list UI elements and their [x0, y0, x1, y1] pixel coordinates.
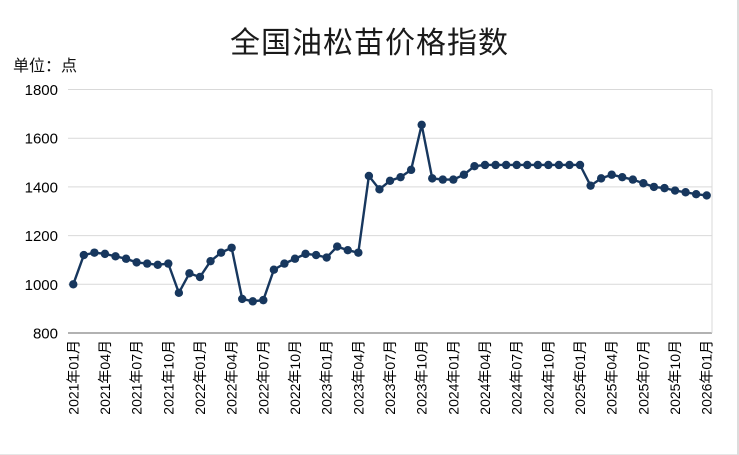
data-point-marker: [501, 160, 511, 170]
data-point-marker: [565, 160, 574, 170]
data-point-marker: [100, 249, 110, 259]
data-point-marker: [206, 256, 215, 266]
data-point-marker: [396, 172, 405, 182]
y-axis-tick-label: 1400: [25, 179, 58, 196]
data-point-marker: [406, 165, 416, 175]
data-point-marker: [90, 248, 99, 257]
data-point-marker: [596, 174, 606, 183]
data-point-marker: [111, 252, 120, 261]
data-point-marker: [417, 120, 426, 130]
data-point-marker: [449, 175, 458, 184]
data-point-marker: [248, 297, 257, 306]
data-point-marker: [512, 160, 521, 170]
data-point-marker: [681, 188, 690, 197]
data-point-marker: [691, 190, 701, 199]
data-point-marker: [343, 246, 352, 255]
x-axis-tick-label: 2023年04月: [350, 340, 366, 415]
data-point-marker: [639, 179, 648, 188]
x-axis-tick-label: 2022年07月: [255, 340, 271, 415]
x-axis-tick-label: 2024年10月: [540, 340, 556, 415]
data-point-marker: [491, 160, 500, 170]
x-axis-tick-label: 2021年10月: [160, 340, 176, 415]
data-point-marker: [618, 172, 627, 182]
data-point-marker: [375, 185, 384, 194]
x-axis-tick-label: 2026年01月: [699, 340, 715, 415]
x-axis-tick-label: 2024年04月: [477, 340, 493, 415]
y-axis-tick-label: 1600: [25, 131, 58, 148]
price-index-line: [72, 123, 708, 303]
data-point-marker: [702, 191, 711, 200]
data-point-marker: [333, 242, 342, 251]
data-point-marker: [480, 160, 490, 170]
data-point-marker: [174, 288, 184, 298]
data-point-marker: [385, 176, 395, 186]
x-axis-tick-label: 2025年04月: [604, 340, 620, 415]
y-axis-tick-label: 1200: [25, 228, 58, 245]
x-axis-tick-label: 2025年10月: [667, 340, 683, 415]
data-point-marker: [586, 181, 595, 190]
x-axis-tick-label: 2021年07月: [129, 340, 145, 415]
data-point-marker: [301, 249, 310, 259]
data-point-marker: [533, 160, 543, 170]
data-point-marker: [69, 280, 78, 289]
x-axis-tick-label: 2023年10月: [414, 340, 430, 415]
data-point-marker: [523, 160, 532, 170]
data-point-marker: [164, 259, 173, 268]
data-point-marker: [459, 170, 469, 179]
data-point-marker: [607, 170, 616, 179]
data-point-marker: [649, 182, 659, 192]
data-point-marker: [544, 160, 553, 170]
data-point-marker: [280, 259, 289, 268]
data-point-marker: [470, 162, 479, 171]
y-axis-unit-label: 单位：点: [13, 58, 78, 75]
data-point-marker: [237, 294, 247, 304]
data-point-marker: [311, 250, 321, 260]
data-point-marker: [575, 160, 585, 170]
data-point-marker: [227, 243, 236, 252]
x-axis-tick-label: 2022年01月: [192, 340, 208, 415]
x-axis-tick-label: 2021年01月: [65, 340, 81, 415]
chart-title: 全国油松苗价格指数: [230, 27, 509, 60]
x-axis-tick-label: 2023年01月: [319, 340, 335, 415]
data-point-marker: [364, 171, 374, 181]
data-point-marker: [216, 248, 226, 257]
y-axis-tick-label: 800: [33, 326, 58, 343]
data-point-marker: [428, 174, 437, 183]
data-point-marker: [259, 295, 268, 305]
data-point-marker: [290, 254, 300, 263]
data-point-marker: [322, 253, 331, 262]
x-axis-tick-label: 2022年10月: [287, 340, 303, 415]
y-axis-tick-label: 1800: [25, 82, 58, 99]
data-point-marker: [132, 258, 141, 267]
x-axis-tick-label: 2023年07月: [382, 340, 398, 415]
y-axis-tick-label: 1000: [25, 277, 58, 294]
x-axis-tick-label: 2024年07月: [509, 340, 525, 415]
x-axis-tick-label: 2025年07月: [635, 340, 651, 415]
data-point-marker: [121, 254, 131, 263]
data-point-marker: [354, 248, 363, 257]
data-point-marker: [195, 272, 205, 282]
data-point-marker: [554, 160, 564, 170]
x-axis-tick-label: 2025年01月: [572, 340, 588, 415]
data-point-marker: [628, 175, 638, 184]
data-point-marker: [142, 259, 152, 268]
data-point-marker: [269, 265, 279, 274]
x-axis-tick-label: 2024年01月: [445, 340, 461, 415]
x-axis-tick-label: 2021年04月: [97, 340, 113, 415]
data-point-marker: [185, 269, 194, 278]
data-point-marker: [79, 250, 89, 260]
x-axis-tick-label: 2022年04月: [224, 340, 240, 415]
data-point-marker: [670, 186, 680, 195]
data-point-marker: [660, 183, 669, 193]
data-point-marker: [438, 175, 447, 184]
data-point-marker: [153, 260, 162, 270]
